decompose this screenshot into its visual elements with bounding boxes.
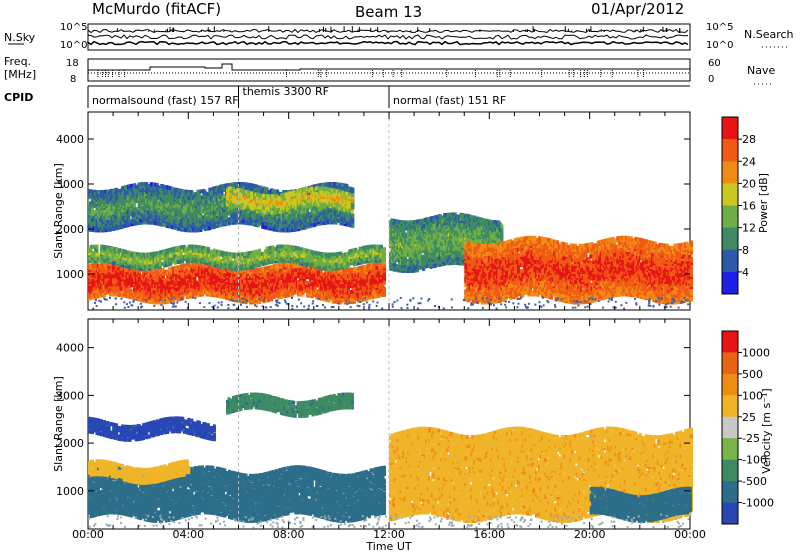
data-cell [434,215,437,219]
beam-title: Beam 13 [355,3,422,21]
date-title: 01/Apr/2012 [591,0,684,18]
nave-tick-top: 60 [708,58,721,69]
freq-traces [88,64,690,78]
data-cell [383,247,386,251]
data-cell [376,245,379,249]
cpid-segment-label: themis 3300 RF [243,85,330,98]
data-cell [297,247,300,251]
data-cell [407,249,410,253]
data-cell [407,269,410,273]
data-cell [383,265,386,269]
nave-tick-bottom: 0 [708,74,714,85]
data-cell [332,253,335,257]
data-cell [294,264,297,268]
data-cell [222,251,225,255]
data-cell [148,286,151,290]
data-cell [354,267,357,271]
nsky-traces [88,26,688,44]
nave-label: Nave [747,64,775,77]
freq-tick-bottom: 8 [70,74,76,85]
cpid-segment-label: normal (fast) 151 RF [393,94,506,107]
data-cell [383,251,386,255]
data-cell [166,300,169,304]
freq-trace [88,64,690,70]
nsky-label: N.Sky [4,31,36,44]
data-cell [96,245,99,249]
data-cell [252,250,255,254]
data-cell [383,275,386,279]
freq-tick-top: 18 [66,58,79,69]
cpid-segment-label: normalsound (fast) 157 RF [92,94,239,107]
data-cell [217,256,220,260]
data-cell [457,247,460,251]
data-cell [96,253,99,257]
data-cell [376,266,379,270]
nsky-tick-top: 10^5 [60,22,87,33]
data-cell [163,278,166,282]
data-cell [380,245,383,249]
data-cell [406,220,409,224]
data-cell [258,249,261,253]
data-cell [159,261,162,265]
freq-unit-label: [MHz] [4,68,36,81]
data-cell [96,249,99,253]
nsky-tick-bottom: 10^0 [60,40,87,51]
nsearch-label: N.Search [744,28,794,41]
data-cell [183,264,186,268]
data-cell [195,245,198,249]
data-cell [439,234,442,238]
cpid-row: normalsound (fast) 157 RF themis 3300 RF n… [88,85,690,108]
data-cell [120,287,123,291]
nsky-trace [88,42,688,45]
data-cell [403,228,406,232]
freq-label: Freq. [4,55,31,68]
radar-figure: McMurdo (fitACF) Beam 13 01/Apr/2012 N.S… [0,0,800,554]
cpid-label: CPID [4,91,33,104]
data-cell [279,281,282,285]
data-cell [383,287,386,291]
nsearch-tick-top: 10^5 [706,22,733,33]
freq-panel-frame [88,59,690,81]
station-title: McMurdo (fitACF) [92,0,221,18]
data-cell [160,288,163,292]
nsearch-tick-bottom: 10^0 [706,40,733,51]
data-cell [124,250,127,254]
data-cell [433,224,436,228]
nsky-trace [88,35,688,39]
data-cell [472,226,475,230]
